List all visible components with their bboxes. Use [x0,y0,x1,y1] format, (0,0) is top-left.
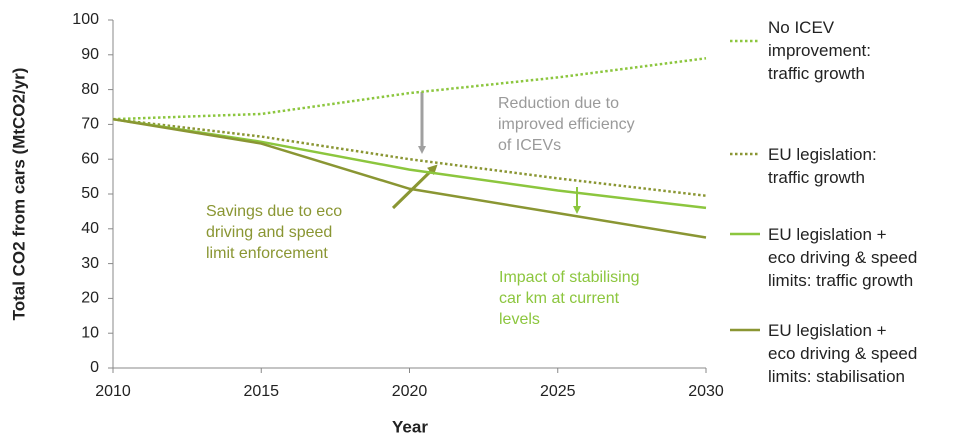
legend-label: EU legislation + eco driving & speed lim… [768,225,918,290]
y-tick-label: 40 [81,220,99,237]
y-tick-label: 30 [81,255,99,272]
x-tick-label: 2030 [688,383,724,400]
y-tick-label: 80 [81,81,99,98]
legend-label: EU legislation + eco driving & speed lim… [768,321,918,386]
arrow [391,164,438,210]
annotation: Impact of stabilising car km at current … [499,269,640,328]
annotation: Reduction due to improved efficiency of … [498,95,635,154]
y-tick-label: 50 [81,185,99,202]
y-tick-label: 70 [81,116,99,133]
legend-label: No ICEV improvement: traffic growth [768,18,871,83]
legend-label: EU legislation: traffic growth [768,145,877,187]
y-tick-label: 90 [81,46,99,63]
annotation: Savings due to eco driving and speed lim… [206,203,343,262]
y-tick-label: 20 [81,290,99,307]
y-tick-label: 10 [81,324,99,341]
x-axis-title: Year [392,417,428,436]
x-tick-label: 2010 [95,383,131,400]
x-tick-label: 2015 [243,383,279,400]
y-tick-label: 0 [90,359,99,376]
y-tick-label: 60 [81,150,99,167]
y-tick-label: 100 [72,11,99,28]
series-line [112,117,707,239]
x-tick-label: 2025 [540,383,576,400]
y-axis-title: Total CO2 from cars (MtCO2/yr) [9,68,28,321]
x-tick-label: 2020 [392,383,428,400]
series-line [112,57,707,121]
